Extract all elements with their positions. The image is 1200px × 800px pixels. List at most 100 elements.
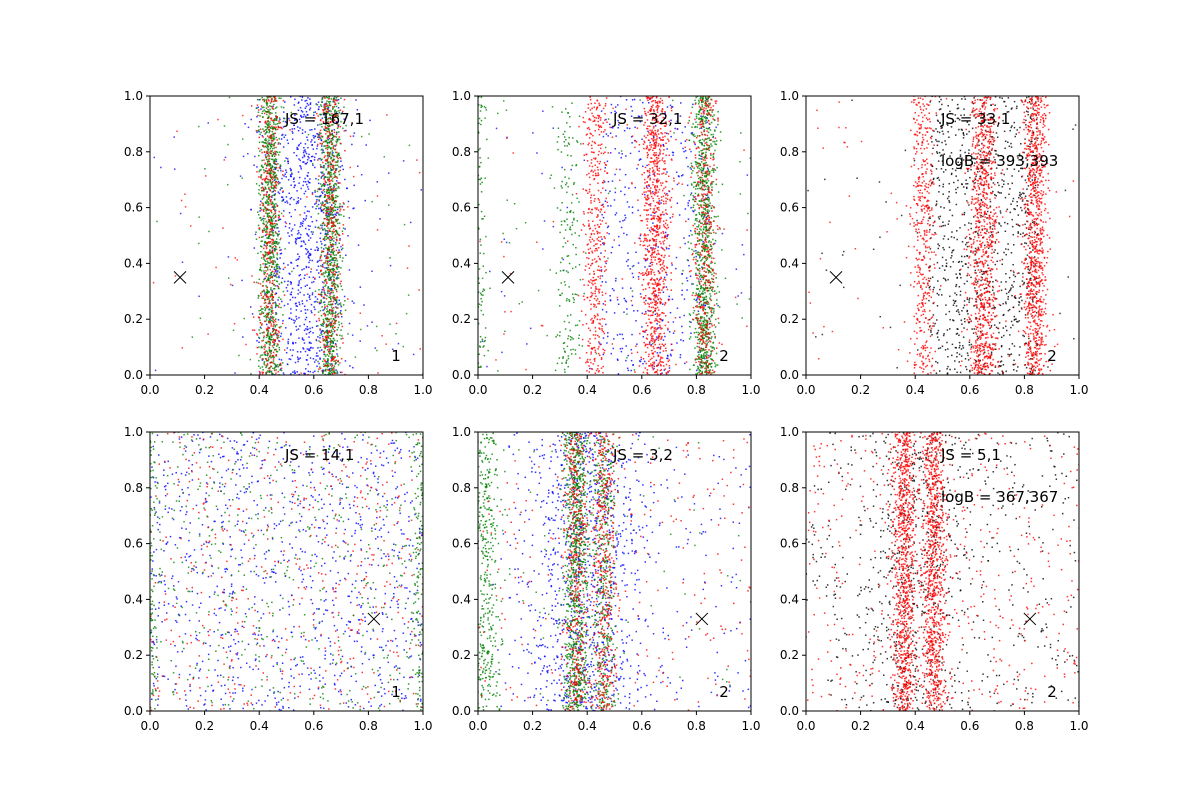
- scatter-point: [327, 176, 329, 179]
- scatter-point: [359, 312, 362, 314]
- scatter-point: [275, 146, 277, 149]
- scatter-point: [703, 175, 706, 178]
- scatter-point: [265, 298, 267, 301]
- scatter-point: [258, 316, 261, 319]
- scatter-point: [272, 232, 274, 234]
- scatter-point: [689, 325, 691, 328]
- scatter-point: [617, 359, 619, 361]
- scatter-point: [316, 301, 319, 303]
- scatter-point: [694, 232, 697, 235]
- scatter-point: [338, 154, 341, 157]
- scatter-point: [262, 297, 265, 300]
- scatter-point: [606, 160, 609, 163]
- scatter-point: [307, 133, 310, 136]
- scatter-point: [318, 131, 321, 134]
- scatter-point: [614, 110, 616, 113]
- scatter-point: [736, 303, 738, 305]
- scatter-point: [275, 115, 277, 117]
- scatter-point: [335, 344, 337, 346]
- scatter-point: [285, 121, 288, 124]
- scatter-point: [276, 350, 279, 353]
- scatter-point: [311, 155, 314, 158]
- scatter-point: [681, 325, 683, 328]
- scatter-point: [321, 175, 324, 177]
- scatter-point: [317, 115, 319, 117]
- scatter-point: [648, 185, 650, 187]
- scatter-point: [303, 277, 306, 280]
- scatter-point: [268, 96, 271, 98]
- scatter-point: [271, 317, 273, 319]
- scatter-point: [601, 275, 604, 277]
- scatter-point: [331, 191, 334, 194]
- scatter-point: [317, 159, 319, 161]
- scatter-point: [324, 217, 326, 220]
- scatter-point: [291, 172, 293, 174]
- scatter-point: [347, 200, 350, 203]
- scatter-point: [340, 97, 342, 99]
- scatter-point: [326, 261, 329, 264]
- scatter-point: [697, 292, 700, 295]
- scatter-point: [712, 229, 714, 231]
- scatter-point: [316, 190, 319, 193]
- scatter-point: [321, 306, 323, 308]
- scatter-point: [269, 179, 272, 182]
- scatter-point: [703, 129, 706, 131]
- scatter-point: [700, 155, 703, 158]
- scatter-point: [270, 370, 273, 373]
- scatter-point: [706, 256, 709, 259]
- scatter-point: [301, 269, 303, 271]
- scatter-point: [322, 211, 325, 214]
- scatter-point: [269, 221, 272, 224]
- scatter-point: [326, 130, 329, 133]
- scatter-point: [270, 273, 272, 275]
- scatter-point: [319, 142, 322, 145]
- scatter-point: [317, 101, 320, 103]
- scatter-point: [266, 163, 269, 165]
- scatter-point: [272, 284, 275, 286]
- scatter-point: [326, 257, 328, 259]
- scatter-point: [290, 230, 293, 232]
- scatter-point: [273, 256, 275, 259]
- scatter-point: [266, 313, 268, 315]
- scatter-point: [314, 370, 316, 373]
- scatter-point: [266, 254, 268, 256]
- scatter-point: [325, 181, 328, 184]
- scatter-point: [325, 233, 327, 235]
- scatter-point: [703, 264, 706, 266]
- scatter-point: [266, 295, 269, 298]
- scatter-point: [668, 247, 670, 250]
- scatter-point: [270, 183, 273, 185]
- scatter-point: [330, 300, 333, 302]
- scatter-point: [503, 238, 506, 241]
- scatter-point: [277, 180, 280, 183]
- scatter-point: [332, 198, 335, 201]
- scatter-point: [262, 98, 264, 101]
- scatter-point: [273, 103, 275, 106]
- scatter-point: [696, 162, 699, 165]
- scatter-point: [339, 203, 341, 205]
- scatter-point: [617, 119, 619, 122]
- scatter-point: [319, 256, 322, 258]
- scatter-point: [368, 133, 370, 135]
- scatter-point: [607, 205, 609, 207]
- scatter-point: [322, 228, 324, 231]
- scatter-point: [303, 154, 305, 156]
- scatter-point: [624, 214, 626, 217]
- scatter-point: [710, 337, 712, 340]
- scatter-point: [579, 278, 582, 281]
- scatter-point: [703, 308, 705, 310]
- scatter-point: [336, 99, 338, 102]
- scatter-point: [706, 351, 709, 353]
- scatter-point: [418, 171, 421, 174]
- scatter-point: [322, 161, 324, 164]
- scatter-point: [331, 363, 333, 365]
- scatter-point: [261, 236, 263, 238]
- scatter-point: [664, 162, 666, 165]
- scatter-point: [625, 300, 628, 303]
- scatter-point: [242, 336, 244, 338]
- scatter-point: [264, 351, 266, 354]
- scatter-point: [257, 147, 260, 150]
- scatter-point: [712, 286, 714, 289]
- scatter-point: [304, 312, 307, 314]
- scatter-point: [318, 319, 321, 322]
